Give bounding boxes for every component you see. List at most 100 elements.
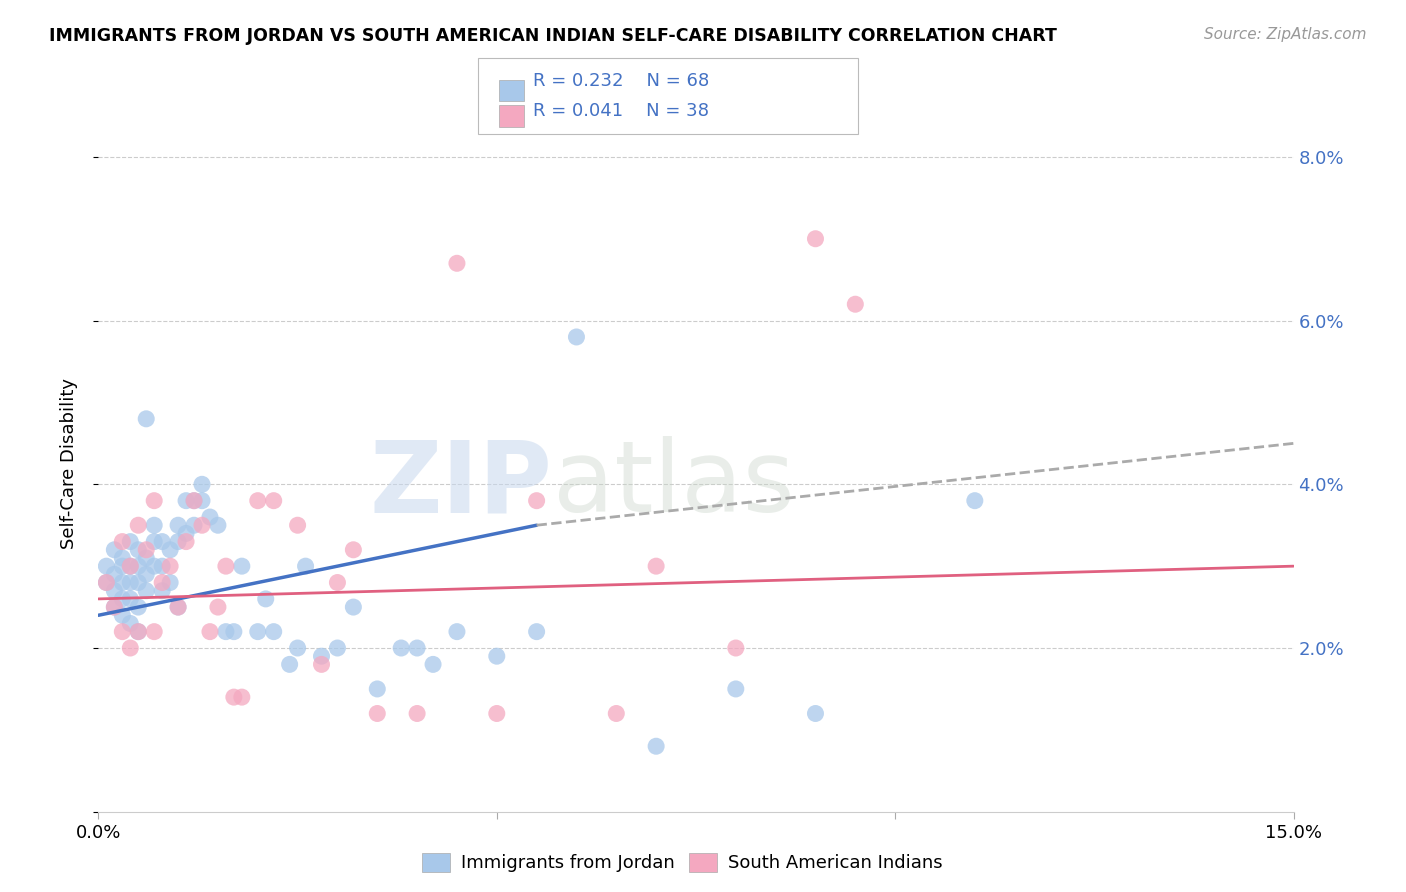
Point bbox=[183, 493, 205, 508]
Point bbox=[215, 624, 238, 639]
Point bbox=[120, 591, 142, 606]
Point bbox=[103, 600, 125, 615]
Point bbox=[311, 657, 333, 672]
Point bbox=[215, 559, 238, 574]
Point bbox=[287, 518, 309, 533]
Point bbox=[167, 600, 190, 615]
Point bbox=[342, 542, 364, 557]
Point bbox=[111, 591, 134, 606]
Point bbox=[724, 681, 747, 696]
Point bbox=[406, 706, 429, 721]
Point bbox=[127, 518, 149, 533]
Point bbox=[207, 518, 229, 533]
Point bbox=[103, 600, 125, 615]
Point bbox=[111, 559, 134, 574]
Point bbox=[143, 534, 166, 549]
Point bbox=[174, 493, 197, 508]
Point bbox=[96, 559, 118, 574]
Text: ZIP: ZIP bbox=[370, 436, 553, 533]
Point bbox=[406, 640, 429, 655]
Text: South American Indians: South American Indians bbox=[728, 854, 943, 871]
Text: Immigrants from Jordan: Immigrants from Jordan bbox=[461, 854, 675, 871]
Point bbox=[446, 624, 468, 639]
Point bbox=[246, 493, 269, 508]
Point bbox=[167, 600, 190, 615]
Point bbox=[263, 493, 285, 508]
Point bbox=[645, 559, 668, 574]
Point bbox=[231, 559, 253, 574]
Point bbox=[103, 542, 125, 557]
Point bbox=[135, 551, 157, 566]
Point bbox=[645, 739, 668, 754]
Text: atlas: atlas bbox=[553, 436, 794, 533]
Point bbox=[111, 608, 134, 623]
Point bbox=[311, 649, 333, 664]
Point bbox=[278, 657, 301, 672]
Point bbox=[159, 542, 181, 557]
Text: IMMIGRANTS FROM JORDAN VS SOUTH AMERICAN INDIAN SELF-CARE DISABILITY CORRELATION: IMMIGRANTS FROM JORDAN VS SOUTH AMERICAN… bbox=[49, 27, 1057, 45]
Point bbox=[254, 591, 277, 606]
Point bbox=[174, 526, 197, 541]
Point bbox=[804, 706, 827, 721]
Point bbox=[844, 297, 866, 311]
Point bbox=[143, 559, 166, 574]
Point bbox=[120, 640, 142, 655]
Point bbox=[191, 518, 214, 533]
Point bbox=[143, 518, 166, 533]
Point bbox=[342, 600, 364, 615]
Point bbox=[120, 575, 142, 590]
Point bbox=[222, 624, 245, 639]
Point bbox=[198, 510, 221, 524]
Point bbox=[111, 534, 134, 549]
Point bbox=[294, 559, 316, 574]
Point bbox=[526, 493, 548, 508]
Point bbox=[150, 575, 173, 590]
Point bbox=[135, 412, 157, 426]
Point bbox=[120, 534, 142, 549]
Point bbox=[246, 624, 269, 639]
Text: R = 0.041    N = 38: R = 0.041 N = 38 bbox=[533, 102, 709, 120]
Point bbox=[120, 559, 142, 574]
Point bbox=[111, 624, 134, 639]
Point bbox=[724, 640, 747, 655]
Point bbox=[366, 706, 388, 721]
Point bbox=[135, 583, 157, 598]
Point bbox=[135, 542, 157, 557]
Point bbox=[96, 575, 118, 590]
Text: R = 0.232    N = 68: R = 0.232 N = 68 bbox=[533, 72, 709, 90]
Point bbox=[446, 256, 468, 270]
Point bbox=[127, 575, 149, 590]
Point bbox=[422, 657, 444, 672]
Point bbox=[231, 690, 253, 705]
Point bbox=[565, 330, 588, 344]
Y-axis label: Self-Care Disability: Self-Care Disability bbox=[59, 378, 77, 549]
Point bbox=[111, 575, 134, 590]
Point bbox=[143, 493, 166, 508]
Point bbox=[159, 575, 181, 590]
Point bbox=[263, 624, 285, 639]
Point bbox=[127, 624, 149, 639]
Point bbox=[127, 600, 149, 615]
Point bbox=[150, 559, 173, 574]
Point bbox=[183, 493, 205, 508]
Point bbox=[804, 232, 827, 246]
Point bbox=[485, 649, 508, 664]
Point bbox=[103, 567, 125, 582]
Point bbox=[120, 616, 142, 631]
Point bbox=[963, 493, 986, 508]
Point bbox=[143, 624, 166, 639]
Point bbox=[174, 534, 197, 549]
Point bbox=[127, 624, 149, 639]
Point bbox=[103, 583, 125, 598]
Point bbox=[127, 559, 149, 574]
Point bbox=[135, 567, 157, 582]
Point bbox=[207, 600, 229, 615]
Point bbox=[183, 518, 205, 533]
Point bbox=[167, 534, 190, 549]
Point bbox=[127, 542, 149, 557]
Point bbox=[96, 575, 118, 590]
Point bbox=[366, 681, 388, 696]
Text: Source: ZipAtlas.com: Source: ZipAtlas.com bbox=[1204, 27, 1367, 42]
Point bbox=[222, 690, 245, 705]
Point bbox=[159, 559, 181, 574]
